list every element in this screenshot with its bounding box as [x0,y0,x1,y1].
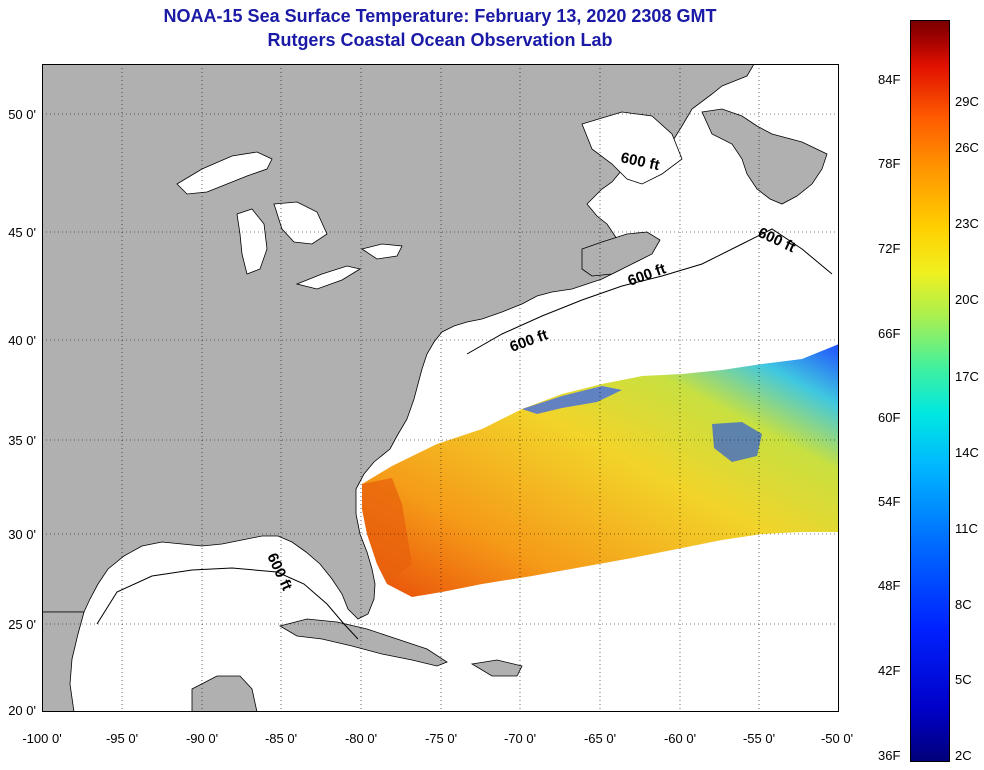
lake-ontario [361,243,403,260]
lat-label-45: 45 0' [8,225,36,240]
sst-warm-core [362,478,412,584]
lake-erie [295,265,362,290]
lon-label-50: -50 0' [820,731,854,746]
newfoundland-land [701,108,828,205]
colorbar-c-11: 11C [955,521,978,536]
lat-label-50: 50 0' [8,107,36,122]
lon-label-60: -60 0' [663,731,697,746]
colorbar-f-78: 78F [878,156,901,171]
colorbar-f-66: 66F [878,326,901,341]
colorbar-f-42: 42F [878,663,901,678]
lake-huron [273,201,328,245]
lon-label-75: -75 0' [424,731,458,746]
sst-cool-patch-east [712,422,762,462]
contour-line-gulf [96,567,359,640]
cuba-land [278,618,448,667]
lat-label-20: 20 0' [8,703,36,718]
colorbar-c-29: 29C [955,94,979,109]
lat-label-25: 25 0' [8,617,36,632]
colorbar-c-20: 20C [955,292,979,307]
lon-label-55: -55 0' [742,731,776,746]
gulf-st-lawrence [581,111,683,185]
graticule [42,64,839,712]
lake-michigan [236,208,268,275]
lon-label-80: -80 0' [344,731,378,746]
map-frame [42,64,839,712]
colorbar-f-84: 84F [878,72,901,87]
lon-label-85: -85 0' [264,731,298,746]
nova-scotia-land [581,231,661,277]
sst-cool-patch [522,386,622,414]
colorbar-c-17: 17C [955,369,979,384]
contour-line-north [466,228,833,355]
lon-label-70: -70 0' [503,731,537,746]
colorbar-f-36: 36F [878,748,901,763]
lon-label-90: -90 0' [185,731,219,746]
colorbar-f-48: 48F [878,578,901,593]
map-subtitle: Rutgers Coastal Ocean Observation Lab [267,30,613,50]
colorbar-c-14: 14C [955,445,979,460]
colorbar-c-5: 5C [955,672,972,687]
colorbar-f-54: 54F [878,494,901,509]
temperature-colorbar [910,20,950,762]
lon-label-65: -65 0' [583,731,617,746]
north-america-land [42,64,755,620]
colorbar-c-26: 26C [955,140,979,155]
lat-label-30: 30 0' [8,527,36,542]
hispaniola-land [470,659,523,677]
map-title: NOAA-15 Sea Surface Temperature: Februar… [163,6,717,26]
lake-superior [176,151,273,195]
colorbar-f-72: 72F [878,241,901,256]
colorbar-c-8: 8C [955,597,972,612]
mexico-land [42,611,85,712]
colorbar-c-2: 2C [955,748,972,763]
lat-label-40: 40 0' [8,333,36,348]
sst-map: 600 ft 600 ft 600 ft 600 ft 600 ft [42,64,839,712]
colorbar-c-23: 23C [955,216,979,231]
lon-label-100: -100 0' [22,731,62,746]
colorbar-f-60: 60F [878,410,901,425]
sst-swath [362,344,839,597]
yucatan-land [191,675,258,712]
lon-label-95: -95 0' [105,731,139,746]
lat-label-35: 35 0' [8,433,36,448]
